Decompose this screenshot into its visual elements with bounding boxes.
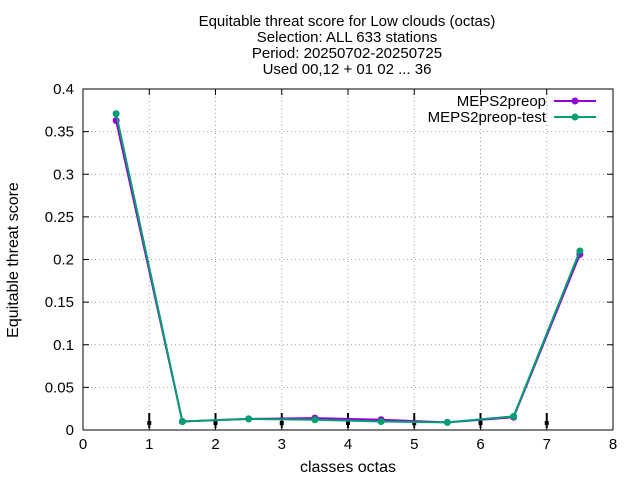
x-axis-ticks: 0 1 2 3 4 5 6 7 8 <box>79 89 617 453</box>
legend-marker <box>571 97 579 105</box>
y-tick-label: 0.4 <box>53 81 74 98</box>
error-bar-marker <box>544 421 549 425</box>
y-tick-label: 0.3 <box>53 166 74 183</box>
error-bar-marker <box>412 421 417 425</box>
x-tick-label: 6 <box>476 436 484 453</box>
legend-label: MEPS2preop-test <box>428 109 547 126</box>
data-point-1 <box>178 417 186 425</box>
series-lines <box>112 110 584 426</box>
data-point-1 <box>377 417 385 425</box>
legend-marker <box>571 113 579 121</box>
y-tick-label: 0.05 <box>45 379 74 396</box>
error-bar-marker <box>478 421 483 425</box>
y-tick-label: 0.1 <box>53 337 74 354</box>
x-tick-label: 0 <box>79 436 87 453</box>
x-tick-label: 4 <box>344 436 352 453</box>
y-axis-ticks: 0 0.05 0.1 0.15 0.2 0.25 0.3 0.35 0.4 <box>45 81 613 439</box>
y-axis-label: Equitable threat score <box>5 182 22 338</box>
y-tick-label: 0.15 <box>45 294 74 311</box>
x-tick-label: 5 <box>410 436 418 453</box>
y-tick-label: 0.2 <box>53 252 74 269</box>
y-tick-label: 0 <box>66 422 74 439</box>
error-bar-marker <box>279 421 284 425</box>
series-line-1 <box>115 113 581 424</box>
x-tick-label: 1 <box>145 436 153 453</box>
data-point-1 <box>112 110 120 118</box>
y-tick-label: 0.35 <box>45 124 74 141</box>
x-tick-label: 3 <box>278 436 286 453</box>
grid <box>83 89 613 430</box>
y-tick-label: 0.25 <box>45 209 74 226</box>
error-bar-marker <box>147 421 152 425</box>
title-line: Used 00,12 + 01 02 ... 36 <box>263 61 432 78</box>
data-point-1 <box>311 416 319 424</box>
error-bar-marker <box>213 421 218 425</box>
title-line: Selection: ALL 633 stations <box>257 29 437 46</box>
data-point-1 <box>245 415 253 423</box>
title-line: Equitable threat score for Low clouds (o… <box>199 13 496 30</box>
data-point-1 <box>443 418 451 426</box>
data-point-1 <box>576 247 584 255</box>
x-tick-label: 2 <box>211 436 219 453</box>
chart-title: Equitable threat score for Low clouds (o… <box>199 13 496 78</box>
x-tick-label: 8 <box>609 436 617 453</box>
title-line: Period: 20250702-20250725 <box>252 45 442 62</box>
x-tick-label: 7 <box>543 436 551 453</box>
error-bar-marker <box>346 421 350 425</box>
data-point-1 <box>510 412 518 420</box>
legend-label: MEPS2preop <box>457 93 546 110</box>
x-axis-label: classes octas <box>300 459 396 476</box>
